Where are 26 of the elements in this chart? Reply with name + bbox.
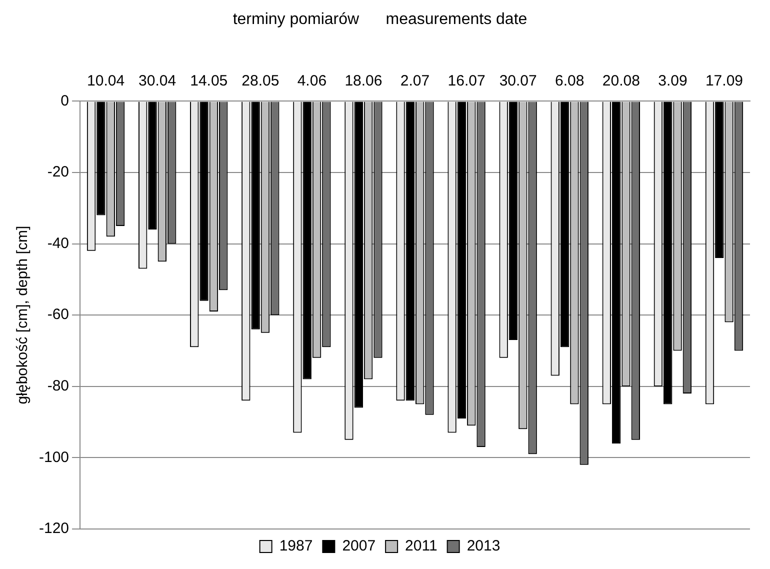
legend-label: 1987 [279, 538, 313, 555]
y-tick-label: -80 [47, 378, 70, 395]
x-tick-label: 18.06 [344, 72, 382, 90]
x-tick-label: 16.07 [448, 72, 486, 90]
x-tick-label: 30.04 [138, 72, 176, 90]
x-tick-label: 3.09 [658, 72, 688, 90]
x-tick-label: 17.09 [705, 72, 744, 90]
x-tick-label: 6.08 [555, 72, 584, 90]
y-tick-label: -100 [38, 448, 70, 466]
x-tick-label: 4.06 [297, 72, 327, 90]
y-axis-title: głębokość [cm], depth [cm] [14, 226, 32, 404]
legend-label: 2007 [342, 538, 376, 555]
x-tick-label: 20.08 [602, 72, 640, 90]
chart-title: terminy pomiarów measurements date [232, 11, 528, 28]
y-tick-label: -40 [47, 234, 70, 252]
x-tick-label: 28.05 [242, 72, 280, 90]
y-tick-label: -20 [47, 164, 70, 181]
x-tick-label: 10.04 [87, 72, 125, 90]
y-tick-label: -60 [47, 306, 70, 324]
legend-label: 2013 [466, 538, 500, 555]
x-tick-label: 2.07 [400, 72, 430, 90]
y-tick-label: -120 [38, 520, 70, 538]
x-tick-label: 30.07 [499, 72, 537, 90]
x-tick-label: 14.05 [190, 72, 228, 90]
y-tick-label: 0 [60, 92, 70, 110]
legend-label: 2011 [405, 538, 438, 555]
